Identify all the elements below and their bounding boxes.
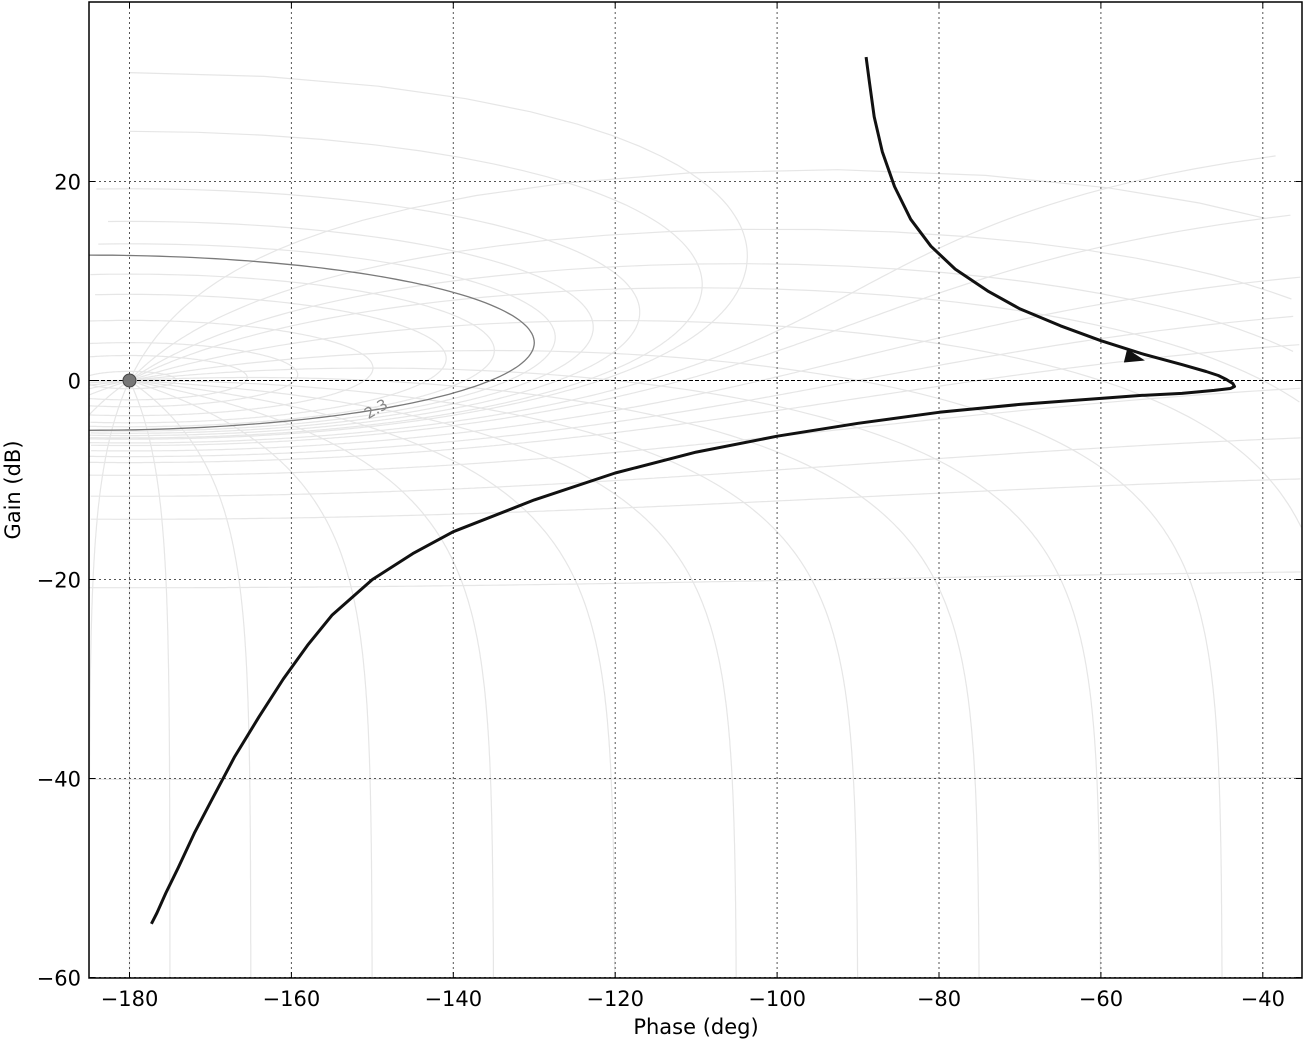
m-contour-9 [89,155,1276,444]
m-contour-18 [89,342,299,408]
x-tick-label-6: −60 [1079,987,1123,1011]
y-tick-label-2: −20 [37,569,81,593]
highlighted-contour-line [88,254,535,431]
y-tick-label-0: −60 [37,967,81,991]
m-contour-15 [89,273,495,428]
n-contour-6 [133,367,1102,978]
series-line-0 [150,56,1236,925]
m-contour-8 [91,214,1291,447]
axis-ticks [89,2,1302,978]
nichols-contour-grid [88,72,1302,978]
n-contour-11 [132,380,494,978]
m-contour-5 [89,344,1300,464]
x-tick-label-5: −80 [917,987,961,1011]
y-tick-label-3: 0 [68,370,81,394]
x-tick-labels: −180 −160 −140 −120 −100 −80 −60 −40 [101,987,1285,1011]
n-contour-4 [131,319,1302,528]
highlighted-contour [88,254,535,431]
y-tick-label-1: −40 [37,768,81,792]
grid-lines [89,2,1302,978]
m-contour-19 [89,354,248,401]
n-contour-10 [133,380,616,978]
n-contour-9 [133,380,737,978]
m-contour-1 [89,571,1301,589]
y-tick-label-4: 20 [54,171,81,195]
m-contour-16 [90,293,447,424]
critical-point-marker [122,373,137,388]
m-contour-12 [89,188,641,437]
m-contour-13 [90,220,594,434]
critical-point-layer [122,373,137,388]
m-contour-11 [90,130,703,439]
m-contour-4 [88,387,1301,476]
plot-frame [88,1,1303,979]
x-tick-label-0: −180 [101,987,159,1011]
x-axis-label: Phase (deg) [633,1015,758,1039]
y-tick-labels: −60 −40 −20 0 20 [37,171,81,991]
n-contour-7 [134,376,980,978]
y-axis-label: Gain (dB) [1,440,25,539]
n-contour-13 [130,380,252,978]
m-contour-20 [88,370,177,390]
m-contour-3 [90,437,1301,497]
m-contour-10 [89,72,748,440]
n-contour-8 [134,379,859,978]
series-layer [150,56,1236,925]
x-tick-label-1: −160 [263,987,321,1011]
m-contour-7 [91,276,1301,452]
n-contour-14 [129,380,171,978]
m-contour-6 [89,315,1294,458]
direction-arrow [1123,348,1145,363]
x-tick-label-7: −40 [1241,987,1285,1011]
m-contour-2 [90,478,1301,520]
x-tick-label-2: −140 [424,987,482,1011]
m-contour-17 [89,319,374,417]
n-contour-5 [132,349,1223,978]
x-tick-label-4: −100 [748,987,806,1011]
x-tick-label-3: −120 [586,987,644,1011]
n-contour-12 [131,380,373,978]
m-contour-14 [90,243,556,432]
n-contour-16 [88,380,130,978]
n-contour-0 [129,169,1266,381]
